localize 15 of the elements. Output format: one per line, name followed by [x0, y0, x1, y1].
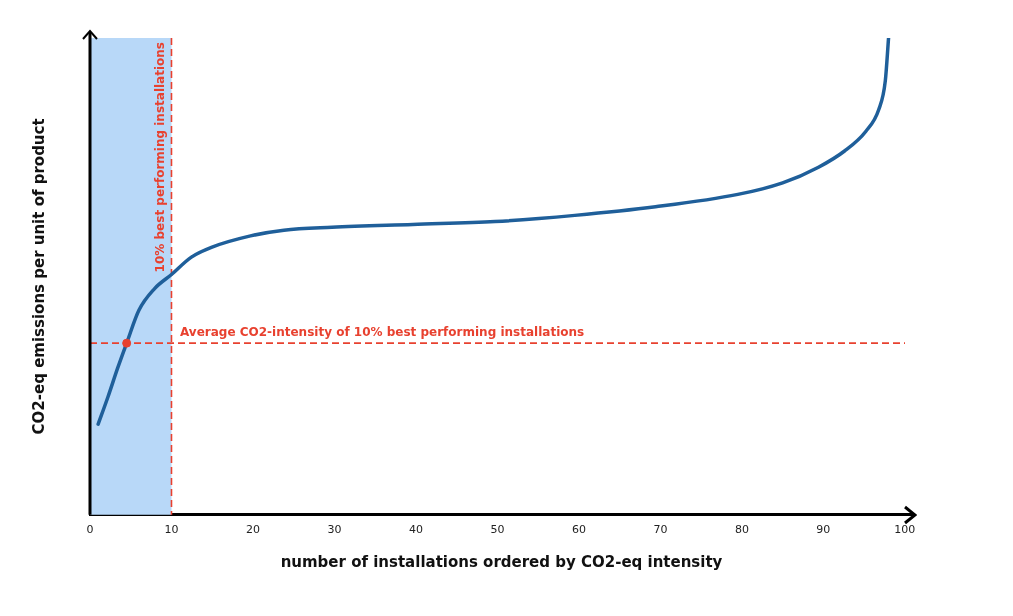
x-tick-label: 70: [653, 523, 668, 537]
x-tick-label: 0: [86, 523, 94, 537]
ref-line-label: 10% best performing installations: [152, 42, 167, 273]
x-tick-label: 40: [408, 523, 423, 537]
y-axis-title: CO2-eq emissions per unit of product: [29, 118, 48, 435]
x-tick-label: 30: [327, 523, 342, 537]
x-tick-label: 80: [734, 523, 749, 537]
x-tick-label: 90: [816, 523, 831, 537]
x-tick-label: 60: [571, 523, 586, 537]
x-tick-label: 50: [490, 523, 505, 537]
ref-line-label: Average CO2-intensity of 10% best performing installations: [180, 325, 585, 340]
x-axis-title: number of installations ordered by CO2-eq intensity: [280, 552, 723, 571]
x-tick-label: 10: [164, 523, 179, 537]
x-tick-label: 20: [245, 523, 260, 537]
x-tick-label: 100: [894, 523, 916, 537]
